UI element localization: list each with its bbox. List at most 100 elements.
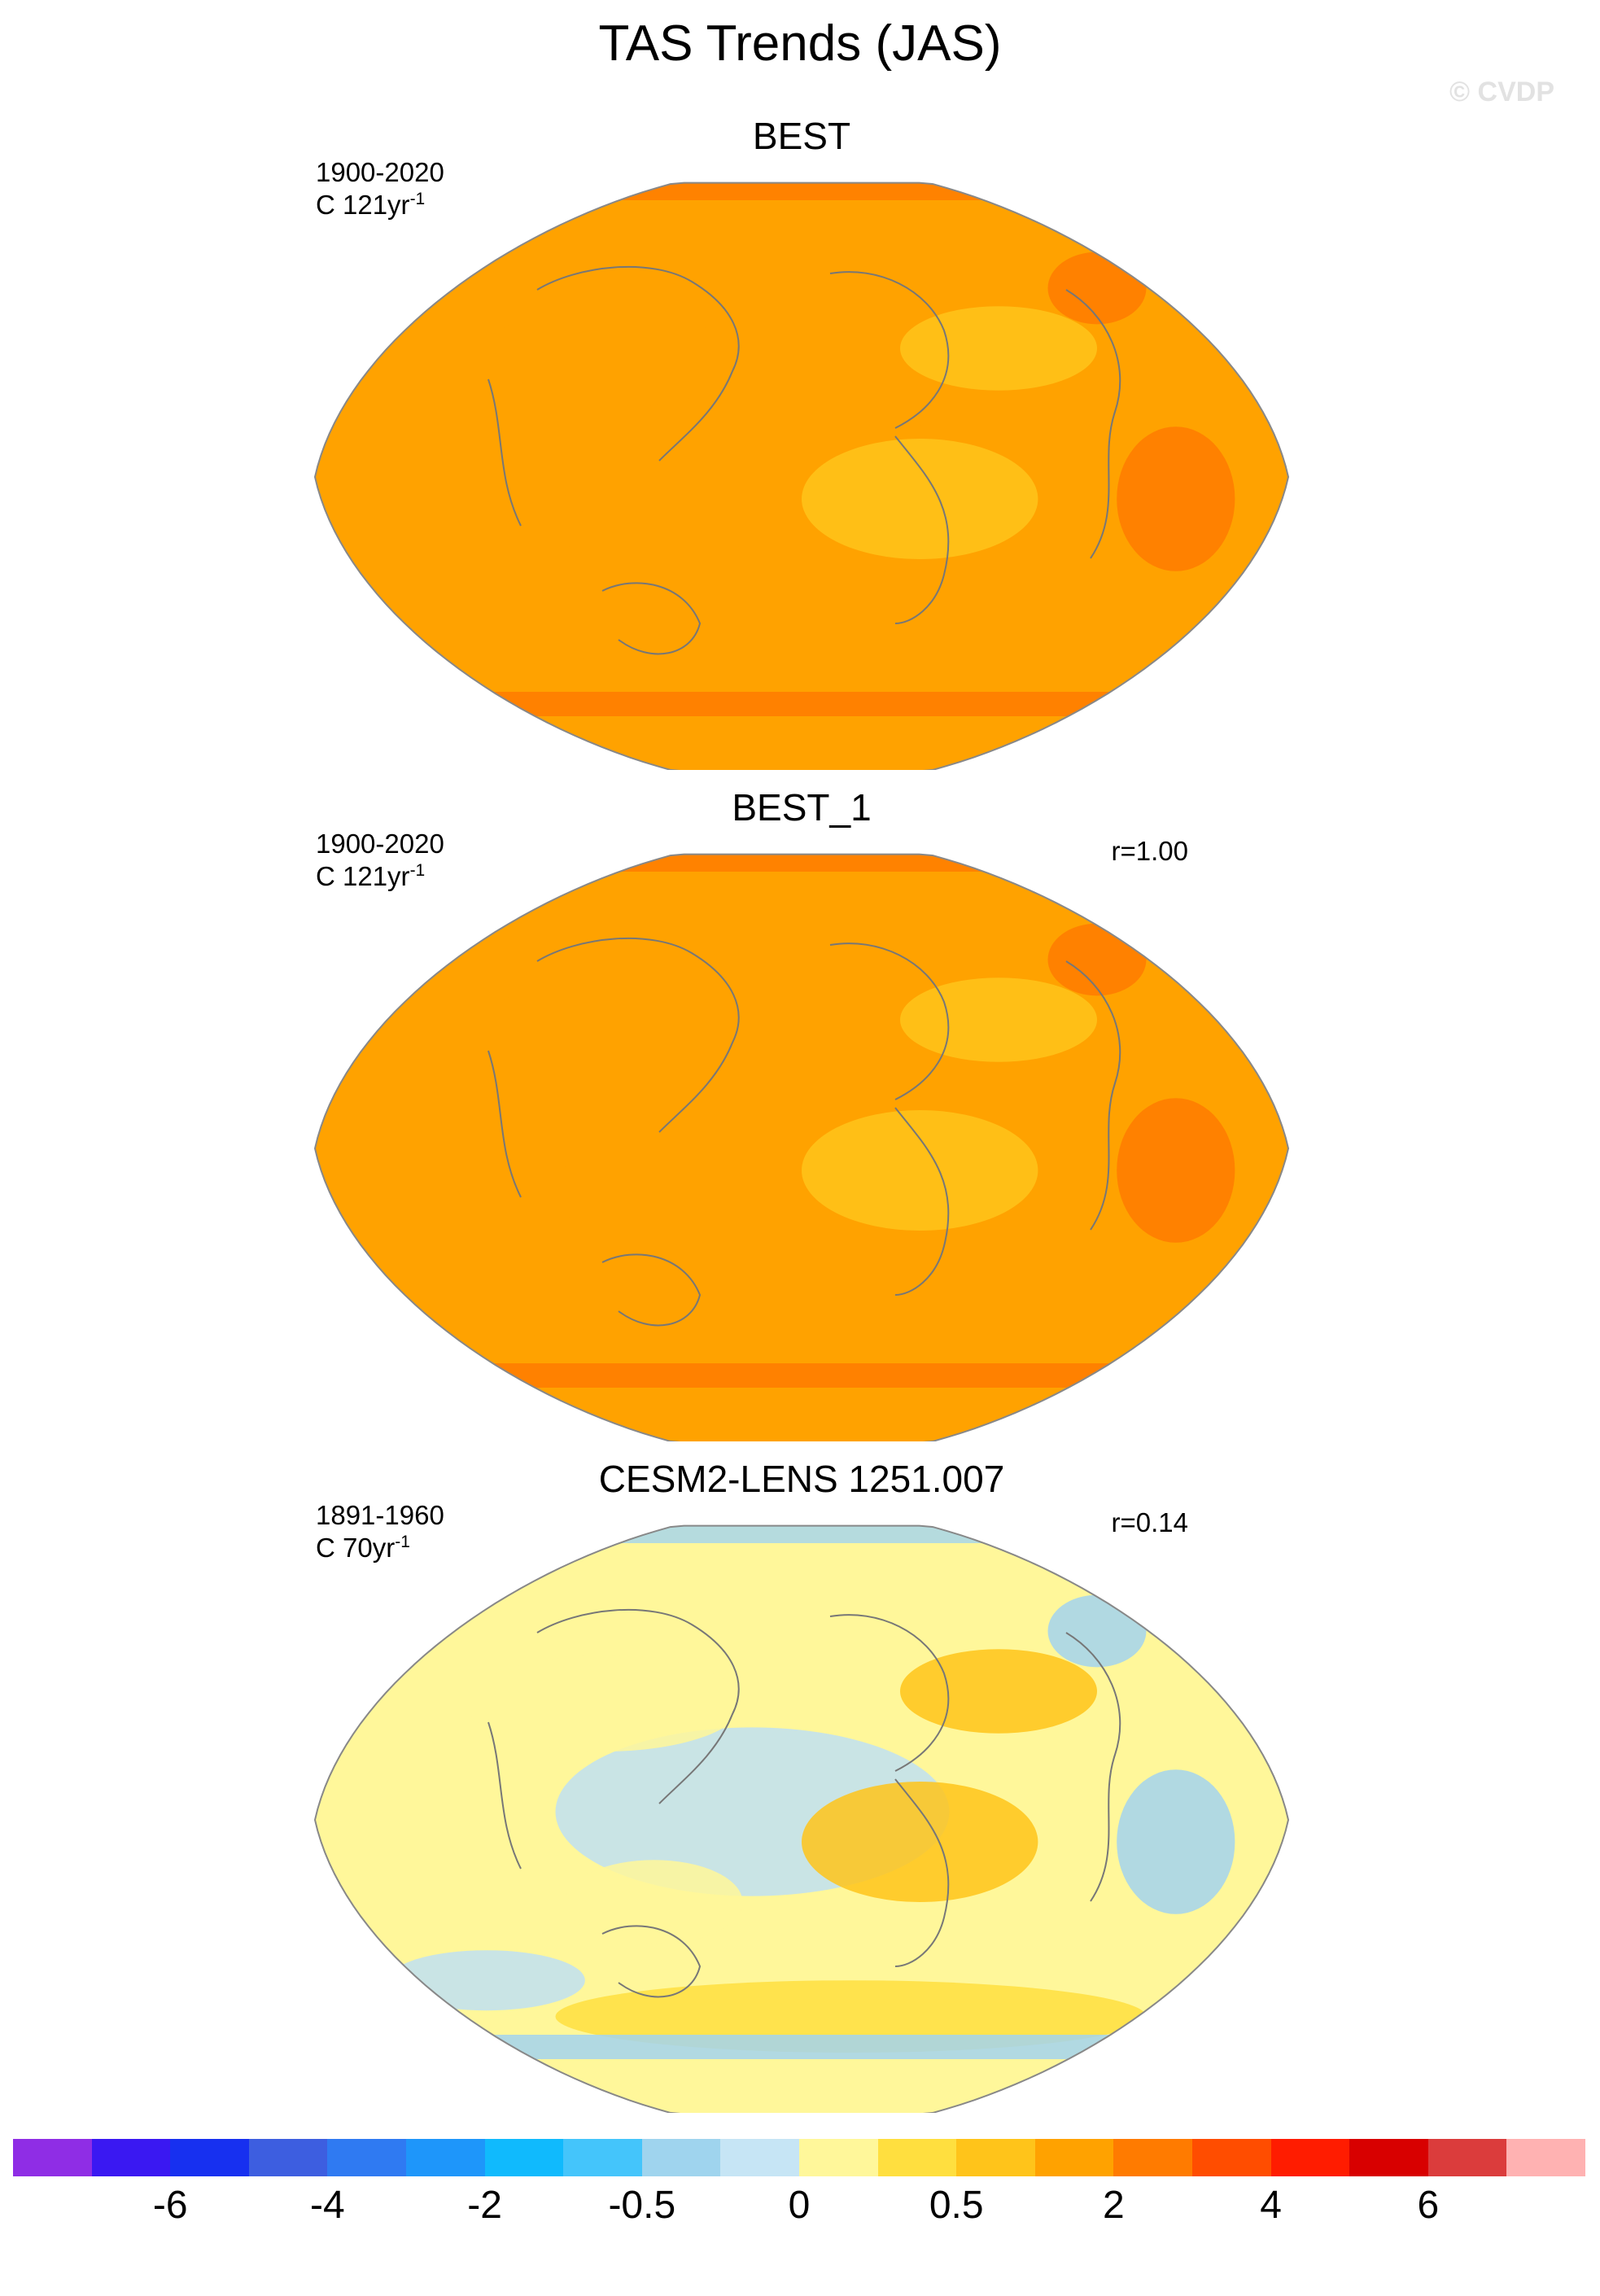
panel-title: CESM2-LENS 1251.007: [598, 1458, 1005, 1500]
coastline: [601, 1925, 702, 1998]
correlation-label: r=1.00: [1111, 836, 1189, 866]
units-label: C 121yr-1: [316, 190, 426, 220]
trend-region: [1047, 923, 1147, 996]
period-units-label: 1900-2020 C 121yr-1: [316, 828, 444, 893]
coastline: [536, 265, 740, 461]
trend-region: [387, 607, 585, 668]
trend-region: [387, 1950, 585, 2011]
coastline: [829, 1614, 950, 1772]
map-outline: [313, 853, 1290, 1441]
colorbar-ticks: -6 -4 -2 -0.5 0 0.5 2 4 6: [13, 2183, 1585, 2240]
world-map: [313, 1524, 1290, 2113]
colorbar-swatch: [1270, 2139, 1350, 2176]
colorbar-tick-label: -6: [152, 2184, 188, 2227]
colorbar-swatch: [248, 2139, 328, 2176]
world-map: [313, 181, 1290, 770]
trend-region: [387, 1279, 585, 1340]
trend-region: [1117, 426, 1235, 571]
trend-region: [1047, 1594, 1147, 1668]
coastline: [536, 1608, 740, 1804]
colorbar-swatch: [1349, 2139, 1428, 2176]
southern-band: [315, 692, 1288, 716]
trend-region: [900, 1649, 1097, 1734]
map-panel-best: BEST 1900-2020 C 121yr-1: [309, 114, 1294, 770]
trend-region: [565, 517, 743, 601]
colorbar-swatch: [798, 2139, 878, 2176]
world-map: [313, 853, 1290, 1441]
colorbar-swatch: [877, 2139, 957, 2176]
trend-region: [802, 1110, 1038, 1231]
units-label: C 70yr-1: [316, 1533, 410, 1563]
trend-region: [466, 983, 743, 1080]
trend-region: [466, 1655, 743, 1752]
coastline: [1065, 1632, 1121, 1902]
coastline: [601, 1253, 702, 1327]
coastline: [536, 937, 740, 1133]
panel-title: BEST_1: [732, 786, 872, 829]
map-panel-cesm2: CESM2-LENS 1251.007 1891-1960 C 70yr-1 r…: [309, 1457, 1294, 2113]
trend-region: [565, 1188, 743, 1273]
trend-region: [802, 1782, 1038, 1902]
trend-region: [555, 1980, 1147, 2053]
colorbar-swatch: [956, 2139, 1035, 2176]
map-panel-best-1: BEST_1 1900-2020 C 121yr-1 r=1.00: [309, 785, 1294, 1441]
panel-title: BEST: [752, 115, 851, 157]
coastline: [487, 1050, 522, 1198]
coastline: [829, 271, 950, 429]
coastline: [601, 582, 702, 655]
coastline: [894, 1107, 950, 1296]
colorbar-swatch: [1506, 2139, 1585, 2176]
trend-region: [900, 977, 1097, 1062]
trend-region: [1117, 1769, 1235, 1914]
colorbar-tick-label: 6: [1417, 2184, 1440, 2227]
colorbar-tick-label: -0.5: [608, 2184, 676, 2227]
period-units-label: 1891-1960 C 70yr-1: [316, 1499, 444, 1564]
colorbar-swatch: [170, 2139, 249, 2176]
period-units-label: 1900-2020 C 121yr-1: [316, 156, 444, 221]
coastline: [1065, 960, 1121, 1231]
colorbar-tick-label: 4: [1260, 2184, 1282, 2227]
trend-region: [466, 312, 743, 409]
period-label: 1891-1960: [316, 1500, 444, 1530]
map-outline: [313, 181, 1290, 770]
figure-title: TAS Trends (JAS): [598, 15, 1002, 72]
trend-field: [315, 1525, 1288, 2113]
trend-region: [802, 439, 1038, 559]
trend-region: [555, 637, 1147, 710]
period-label: 1900-2020: [316, 829, 444, 859]
colorbar-swatch: [1427, 2139, 1507, 2176]
trend-region: [565, 1860, 743, 1944]
colorbar-tick-label: -4: [310, 2184, 345, 2227]
colorbar-swatch: [91, 2139, 171, 2176]
colorbar-tick-label: 0: [788, 2184, 811, 2227]
trend-region: [1117, 1098, 1235, 1243]
coastline: [894, 1778, 950, 1967]
colorbar-swatch: [1191, 2139, 1271, 2176]
southern-band: [315, 2035, 1288, 2059]
trend-field: [315, 182, 1288, 770]
southern-band: [315, 1363, 1288, 1388]
colorbar-tick-label: -2: [467, 2184, 502, 2227]
colorbar-swatch: [720, 2139, 799, 2176]
colorbar-swatch: [484, 2139, 564, 2176]
units-label: C 121yr-1: [316, 861, 426, 891]
coastline: [894, 435, 950, 624]
colorbar-swatch: [327, 2139, 406, 2176]
map-outline: [313, 1524, 1290, 2113]
coastline: [829, 942, 950, 1100]
colorbar-swatch: [13, 2139, 92, 2176]
colorbar-swatch: [1113, 2139, 1192, 2176]
colorbar-tick-label: 2: [1103, 2184, 1125, 2227]
correlation-label: r=0.14: [1111, 1507, 1189, 1537]
period-label: 1900-2020: [316, 157, 444, 187]
colorbar-swatch: [641, 2139, 721, 2176]
colorbar-swatch: [1034, 2139, 1114, 2176]
colorbar: [13, 2139, 1585, 2176]
coastline: [1065, 289, 1121, 559]
coastline: [487, 378, 522, 527]
colorbar-swatch: [405, 2139, 485, 2176]
trend-region: [555, 1309, 1147, 1381]
coastline: [487, 1721, 522, 1870]
watermark: © CVDP: [1449, 77, 1554, 107]
colorbar-swatch: [563, 2139, 642, 2176]
